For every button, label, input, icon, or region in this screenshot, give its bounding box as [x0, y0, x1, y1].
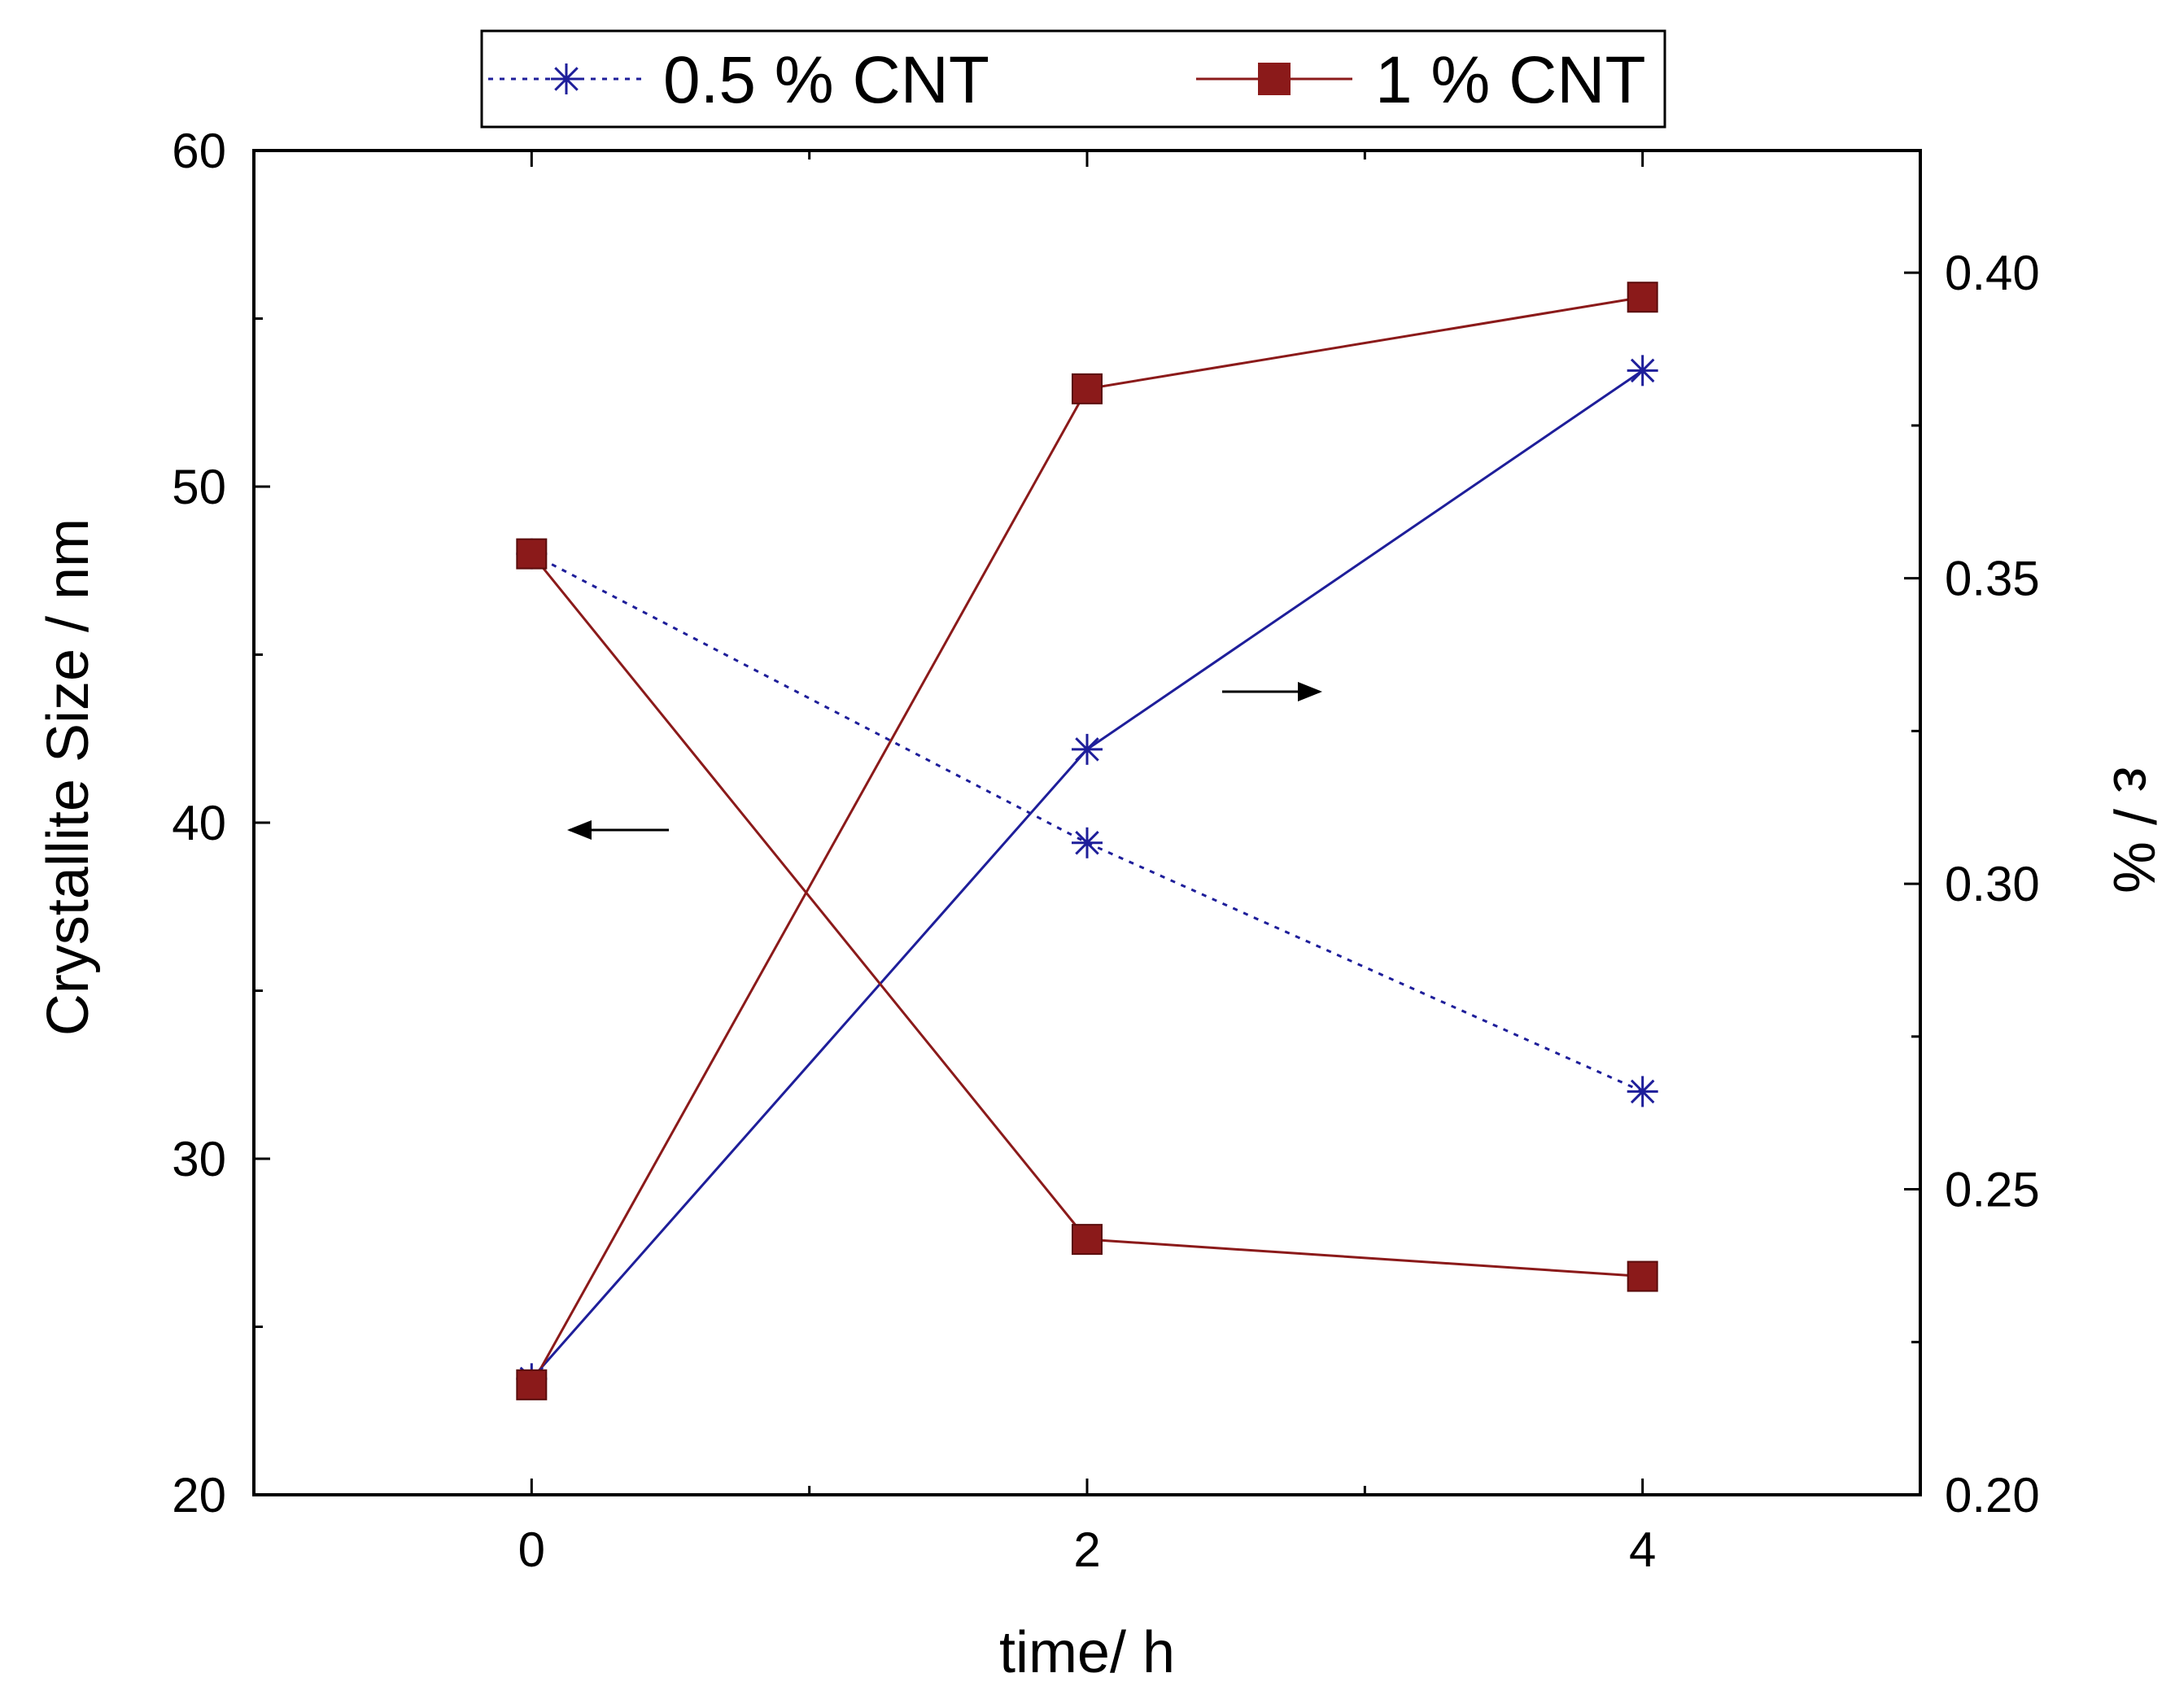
y-left-tick-label: 60 — [172, 124, 226, 178]
y-right-tick-label: 0.20 — [1945, 1468, 2040, 1522]
y-right-tick-label: 0.40 — [1945, 246, 2040, 300]
data-point-square — [1627, 1260, 1658, 1292]
series-layer — [516, 282, 1658, 1400]
plot-area — [252, 149, 1922, 1496]
y-right-axis-title: ε / % — [2101, 767, 2166, 893]
legend: 0.5 % CNT 1 % CNT — [480, 29, 1666, 129]
y-left-tick-label: 40 — [172, 796, 226, 850]
y-right-tick-labels: 0.20 0.25 0.30 0.35 0.40 — [1945, 246, 2040, 1522]
axis-ticks — [252, 149, 1922, 1496]
series-cnt-1-left — [531, 553, 1643, 1278]
y-left-tick-label: 50 — [172, 460, 226, 514]
y-left-tick-label: 20 — [172, 1468, 226, 1522]
legend-label-1-cnt: 1 % CNT — [1375, 43, 1646, 117]
data-point-asterisk — [1627, 355, 1658, 387]
x-tick-label: 4 — [1629, 1522, 1656, 1577]
y-left-tick-label: 30 — [172, 1132, 226, 1186]
legend-label-0.5-cnt: 0.5 % CNT — [663, 43, 989, 117]
asterisk-stroke — [1075, 831, 1099, 855]
asterisk-marker — [551, 63, 582, 94]
asterisk-stroke — [1075, 737, 1099, 762]
y-left-axis-title: Crystallite Size / nm — [36, 518, 101, 1036]
y-right-tick-label: 0.35 — [1945, 552, 2040, 606]
y-right-tick-label: 0.30 — [1945, 857, 2040, 911]
x-tick-labels: 0 2 4 — [518, 1522, 1657, 1577]
data-point-square — [516, 538, 548, 570]
legend-box — [480, 29, 1666, 129]
legend-asterisk-marker — [551, 63, 582, 94]
data-point-asterisk — [1072, 827, 1103, 858]
series-line — [531, 553, 1644, 1093]
data-point-square — [1072, 1224, 1103, 1256]
asterisk-stroke — [1630, 358, 1655, 383]
y-left-tick-labels: 20 30 40 50 60 — [172, 124, 226, 1522]
asterisk-stroke — [1630, 1079, 1655, 1104]
data-point-square — [1627, 282, 1658, 313]
data-point-asterisk — [1072, 733, 1103, 765]
asterisk-stroke — [554, 67, 579, 91]
series-line — [531, 553, 1643, 1278]
data-point-square — [516, 1369, 548, 1400]
x-tick-label: 2 — [1073, 1522, 1100, 1577]
data-point-asterisk — [1627, 1076, 1658, 1107]
x-axis-title: time/ h — [999, 1620, 1175, 1685]
x-tick-label: 0 — [518, 1522, 545, 1577]
legend-square-marker — [1258, 63, 1291, 95]
series-cnt-0-5-left — [531, 553, 1644, 1093]
data-point-square — [1072, 373, 1103, 404]
y-right-tick-label: 0.25 — [1945, 1163, 2040, 1217]
